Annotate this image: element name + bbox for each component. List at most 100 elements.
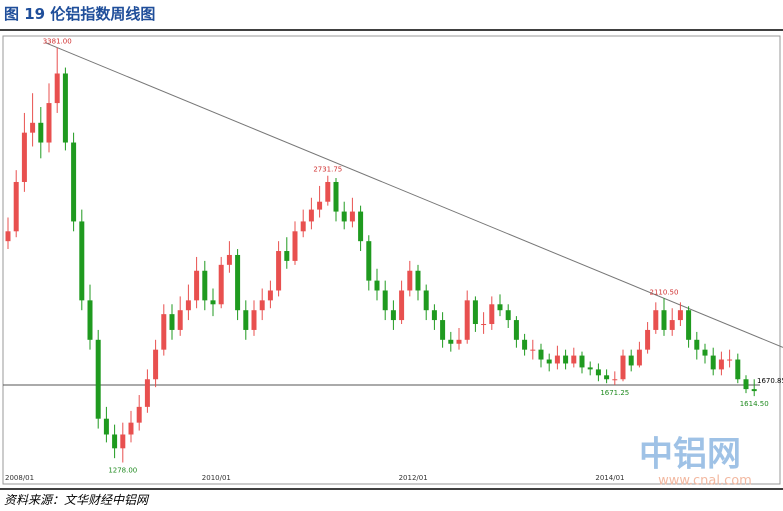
candle-body [415, 270, 421, 291]
candle-body [194, 270, 200, 301]
candle-body [62, 73, 68, 143]
candle-body [54, 73, 60, 104]
support-label: 1670.85 [757, 377, 783, 385]
x-tick-label: 2010/01 [202, 474, 231, 482]
candle-body [464, 300, 470, 340]
candle-body [218, 264, 224, 305]
candle-body [226, 254, 232, 265]
candle-body [546, 359, 552, 364]
candle-body [595, 369, 601, 376]
candle-body [341, 211, 347, 222]
candle-body [579, 355, 585, 368]
candle-body [349, 211, 355, 222]
candle-body [497, 304, 503, 311]
candle-body [743, 379, 749, 390]
candle-body [292, 231, 298, 261]
candle-body [358, 211, 364, 242]
candle-body [13, 181, 19, 232]
source: 资料来源：文华财经中铝网 [4, 493, 149, 507]
watermark-title: 中铝网 [639, 435, 741, 475]
candle-body [177, 310, 183, 330]
candle-body [46, 103, 52, 143]
candle-body [727, 359, 733, 361]
candle-body [505, 310, 511, 321]
x-tick-label: 2014/01 [595, 474, 624, 482]
candle-body [112, 434, 118, 449]
candle-body [735, 359, 741, 380]
candle-body [530, 349, 536, 351]
candle-body [30, 122, 36, 133]
candle-body [587, 367, 593, 370]
candle-body [185, 300, 191, 311]
candle-body [456, 339, 462, 344]
candle-body [399, 290, 405, 321]
candle-body [136, 406, 142, 423]
candle-body [620, 355, 626, 380]
candle-body [317, 201, 323, 210]
high-label: 2731.75 [313, 166, 342, 174]
candle-body [120, 434, 126, 449]
candle-body [333, 181, 339, 212]
low-label: 1278.00 [108, 467, 137, 475]
candle-body [702, 349, 708, 356]
candle-body [103, 418, 109, 435]
candle-body [153, 349, 159, 380]
candle-body [267, 290, 273, 301]
candle-body [612, 379, 618, 381]
candle-body [390, 310, 396, 321]
candle-body [202, 270, 208, 301]
candle-body [144, 379, 150, 407]
candle-body [653, 310, 659, 330]
candle-body [259, 300, 265, 311]
candle-body [87, 300, 93, 340]
candle-body [366, 241, 372, 281]
candle-body [210, 300, 216, 305]
candle-body [563, 355, 569, 364]
candle-body [5, 231, 11, 242]
candle-body [686, 310, 692, 340]
candle-body [751, 389, 757, 392]
candle-body [472, 300, 478, 325]
candle-body [382, 290, 388, 311]
plot-frame [2, 35, 781, 485]
candle-body [374, 280, 380, 291]
low-label: 1614.50 [740, 400, 769, 408]
candle-body [710, 355, 716, 370]
candle-body [308, 209, 314, 222]
candle-body [694, 339, 700, 350]
candle-body [628, 355, 634, 366]
candle-body [21, 132, 27, 182]
candle-body [669, 320, 675, 330]
candle-body [300, 221, 306, 232]
candle-body [440, 320, 446, 340]
candle-body [538, 349, 544, 360]
low-label: 1671.25 [600, 389, 629, 397]
candle-body [95, 339, 101, 419]
candle-body [243, 310, 249, 330]
watermark-url: www.cnal.com [658, 474, 752, 489]
candle-body [604, 375, 610, 380]
x-tick-label: 2008/01 [5, 474, 34, 482]
candle-body [481, 324, 487, 326]
candle-body [407, 270, 413, 291]
candle-body [284, 251, 290, 261]
candle-body [645, 329, 651, 350]
candle-body [571, 355, 577, 364]
candle-body [251, 310, 257, 330]
high-label: 3381.00 [43, 38, 72, 46]
title: 图 19 伦铝指数周线图 [4, 5, 156, 23]
candle-body [423, 290, 429, 311]
x-tick-label: 2012/01 [399, 474, 428, 482]
candle-body [431, 310, 437, 321]
candle-body [161, 314, 167, 350]
candle-body [718, 359, 724, 370]
candle-body [661, 310, 667, 330]
candle-body [128, 422, 134, 435]
candle-body [325, 181, 331, 202]
candle-body [448, 339, 454, 344]
candle-body [513, 320, 519, 340]
candle-body [677, 310, 683, 321]
candle-body [169, 314, 175, 330]
